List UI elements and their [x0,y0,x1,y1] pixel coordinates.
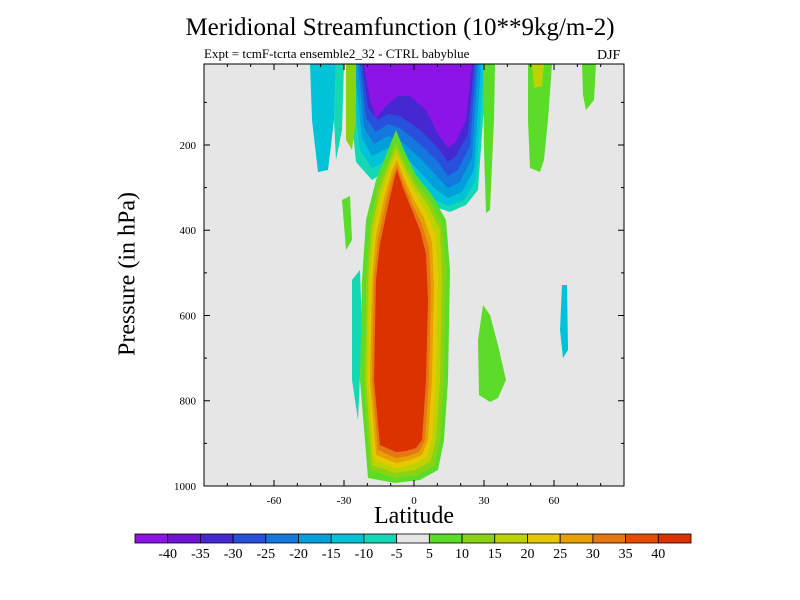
colorbar-swatch [232,533,267,544]
colorbar-label: -40 [158,547,177,562]
colorbar-label: 10 [455,547,469,562]
colorbar-swatch [396,533,430,544]
colorbar-label: 20 [520,547,534,562]
x-tick-label: 30 [479,495,491,507]
y-tick-label: 400 [180,225,197,237]
chart-subtitle: Expt = tcmF-tcrta ensemble2_32 - CTRL ba… [204,46,470,61]
green-band-north [478,305,506,402]
cyan-strip-left [310,64,336,172]
colorbar-swatch [363,533,398,544]
y-tick-label: 600 [180,310,197,322]
colorbar-swatch [461,533,496,544]
colorbar-swatch [265,533,299,544]
cyan-strip-left-edge [334,64,344,160]
green-band-upper-left [346,64,356,150]
cyan-strip-lat60 [560,285,568,358]
green-band-lat73 [582,64,596,110]
colorbar-swatch [330,533,365,544]
colorbar-label: 40 [651,547,665,562]
contour-fill-neg-core [364,64,472,148]
colorbar-label: 25 [553,547,567,562]
colorbar-swatch [200,533,234,544]
x-tick-label: -60 [267,495,282,507]
colorbar-label: -35 [191,547,210,562]
colorbar-label: -10 [355,547,374,562]
colorbar-swatch [428,533,463,544]
season-label: DJF [597,48,621,63]
x-tick-label: 60 [549,495,561,507]
y-tick-label: 200 [180,140,197,152]
colorbar-swatch [527,533,561,544]
colorbar-label: -25 [256,547,275,562]
x-axis-label: Latitude [374,503,454,529]
colorbar-swatch [494,533,528,544]
colorbar-label: -20 [289,547,308,562]
colorbar-swatch [134,533,169,544]
colorbar-label: 35 [619,547,633,562]
green-band-north-upper [483,64,495,213]
colorbar: -40 -35 -30 -25 -20 -15 -10 -5 5 10 15 20 25 30 35 40 [134,533,692,562]
colorbar-swatch [592,533,626,544]
x-axis: -60 -30 0 30 60 [203,64,625,507]
colorbar-label: 5 [426,547,433,562]
y-tick-label: 800 [180,396,197,408]
x-tick-label: -30 [337,495,352,507]
colorbar-label: -15 [322,547,341,562]
colorbar-label: -30 [224,547,243,562]
x-tick-label: 0 [411,495,417,507]
colorbar-label: 15 [488,547,502,562]
cyan-band-lower-left [352,270,362,420]
colorbar-swatch [559,533,594,544]
green-band-mid-left [342,196,352,250]
positive-streamfunction-contours [360,130,450,483]
colorbar-swatch [167,533,201,544]
colorbar-swatch [625,533,659,544]
green-band-lat55 [528,64,552,172]
colorbar-label: -5 [391,547,403,562]
contour-fill-pos-core [374,170,428,452]
colorbar-label: 30 [586,547,600,562]
y-tick-label: 1000 [174,481,197,493]
colorbar-swatch [657,533,692,544]
negative-streamfunction-contours [346,64,487,212]
yellow-patch-lat55 [532,64,544,88]
y-axis: 200 400 600 800 1000 [174,101,624,493]
colorbar-swatch [298,533,332,544]
chart-title: Meridional Streamfunction (10**9kg/m-2) [185,14,615,41]
